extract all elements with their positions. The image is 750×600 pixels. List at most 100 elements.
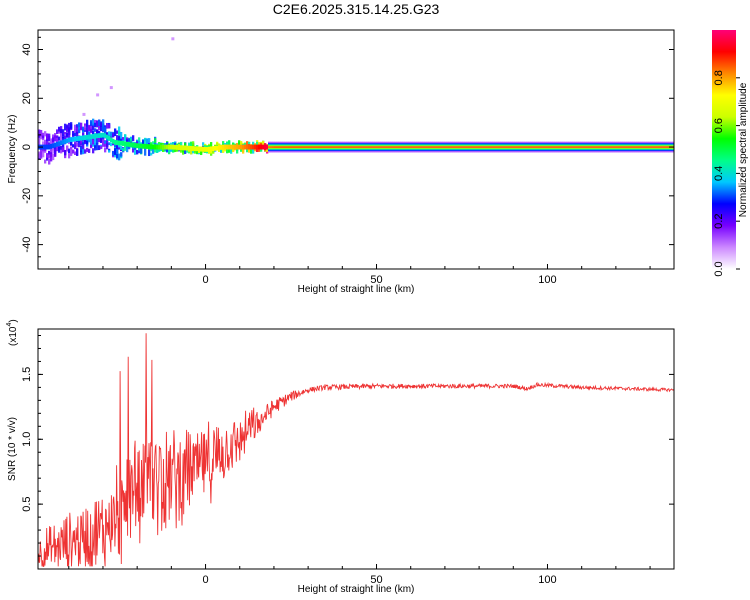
heatmap-cell [286, 146, 289, 148]
heatmap-cell [272, 146, 275, 148]
heatmap-cell [626, 146, 629, 148]
heatmap-cell [584, 146, 587, 148]
heatmap-cell [548, 146, 551, 148]
heatmap-cell [376, 146, 379, 148]
heatmap-cell [666, 146, 669, 148]
heatmap-cell [246, 141, 249, 147]
heatmap-cell [144, 148, 147, 156]
heatmap-cell [260, 144, 263, 150]
heatmap-cell [42, 144, 45, 150]
heatmap-cell [144, 137, 147, 145]
heatmap-cell [64, 123, 67, 131]
heatmap-cell [280, 146, 283, 148]
heatmap-cell [62, 147, 65, 153]
heatmap-cell [200, 148, 203, 156]
heatmap-cell [480, 146, 483, 148]
heatmap-cell [162, 144, 165, 150]
heatmap-cell [92, 133, 95, 139]
heatmap-cell [322, 146, 325, 148]
heatmap-cell [608, 146, 611, 148]
heatmap-cell [320, 146, 323, 148]
heatmap-cell [186, 145, 189, 151]
heatmap-cell [604, 146, 607, 148]
heatmap-cell [150, 144, 153, 150]
heatmap-cell [52, 147, 55, 151]
heatmap-cell [92, 130, 95, 135]
spectrogram-x-label: Height of straight line (km) [298, 284, 415, 295]
heatmap-cell [586, 146, 589, 148]
heatmap-cell [556, 146, 559, 148]
heatmap-cell [66, 138, 69, 144]
colorbar-tick-label: 0.0 [713, 261, 725, 276]
heatmap-cell [348, 146, 351, 148]
heatmap-cell [492, 146, 495, 148]
heatmap-cell [518, 146, 521, 148]
heatmap-cell [448, 146, 451, 148]
heatmap-cell [504, 146, 507, 148]
heatmap-cell [56, 129, 59, 134]
heatmap-cell [92, 148, 95, 154]
heatmap-cell [80, 139, 83, 145]
heatmap-cell [120, 145, 123, 150]
heatmap-cell [226, 146, 229, 154]
heatmap-cell [54, 142, 57, 148]
heatmap-cell [388, 146, 391, 148]
heatmap-cell [88, 148, 91, 153]
heatmap-cell [82, 126, 85, 132]
heatmap-cell [636, 146, 639, 148]
heatmap-cell [108, 142, 111, 146]
heatmap-cell [276, 146, 279, 148]
heatmap-cell [48, 158, 51, 165]
spectrogram-frame [37, 29, 675, 270]
heatmap-cell [214, 145, 217, 151]
heatmap-cell [154, 147, 157, 153]
heatmap-cell [526, 146, 529, 148]
heatmap-cell [106, 138, 109, 142]
heatmap-cell [38, 151, 41, 159]
heatmap-cell [218, 145, 221, 151]
heatmap-cell [78, 122, 81, 131]
heatmap-cell [240, 144, 243, 150]
heatmap-cell [304, 146, 307, 148]
heatmap-cell [62, 129, 65, 136]
heatmap-cell [88, 131, 91, 135]
heatmap-cell [522, 146, 525, 148]
heatmap-cell [48, 144, 51, 150]
heatmap-cell [44, 159, 47, 164]
heatmap-cell [350, 146, 353, 148]
heatmap-cell [380, 146, 383, 148]
heatmap-cell [48, 151, 51, 158]
heatmap-cell [590, 146, 593, 148]
heatmap-cell [396, 146, 399, 148]
heatmap-cell [52, 153, 55, 161]
heatmap-cell [46, 157, 49, 161]
heatmap-cell [66, 146, 69, 150]
heatmap-cell [156, 147, 159, 153]
heatmap-cell [170, 144, 173, 150]
heatmap-cell [116, 135, 119, 142]
heatmap-cell [628, 146, 631, 148]
heatmap-cell [616, 146, 619, 148]
heatmap-cell [48, 142, 51, 147]
heatmap-cell [230, 146, 233, 154]
heatmap-cell [300, 146, 303, 148]
heatmap-cell [354, 146, 357, 148]
heatmap-cell [232, 142, 235, 147]
heatmap-cell [118, 146, 121, 150]
heatmap-cell [640, 146, 643, 148]
heatmap-cell [580, 146, 583, 148]
heatmap-cell [534, 146, 537, 148]
heatmap-cell [102, 126, 105, 131]
heatmap-cell [412, 146, 415, 148]
heatmap-cell [544, 146, 547, 148]
snr-scale-base: (x10 [8, 326, 19, 346]
heatmap-cell [474, 146, 477, 148]
heatmap-cell [120, 138, 123, 142]
heatmap-cell [612, 146, 615, 148]
heatmap-cell [108, 150, 111, 153]
snr-series-line [38, 333, 674, 567]
heatmap-cell [206, 146, 209, 152]
heatmap-cell [546, 146, 549, 148]
heatmap-cell [86, 134, 89, 140]
heatmap-cell [96, 136, 99, 145]
